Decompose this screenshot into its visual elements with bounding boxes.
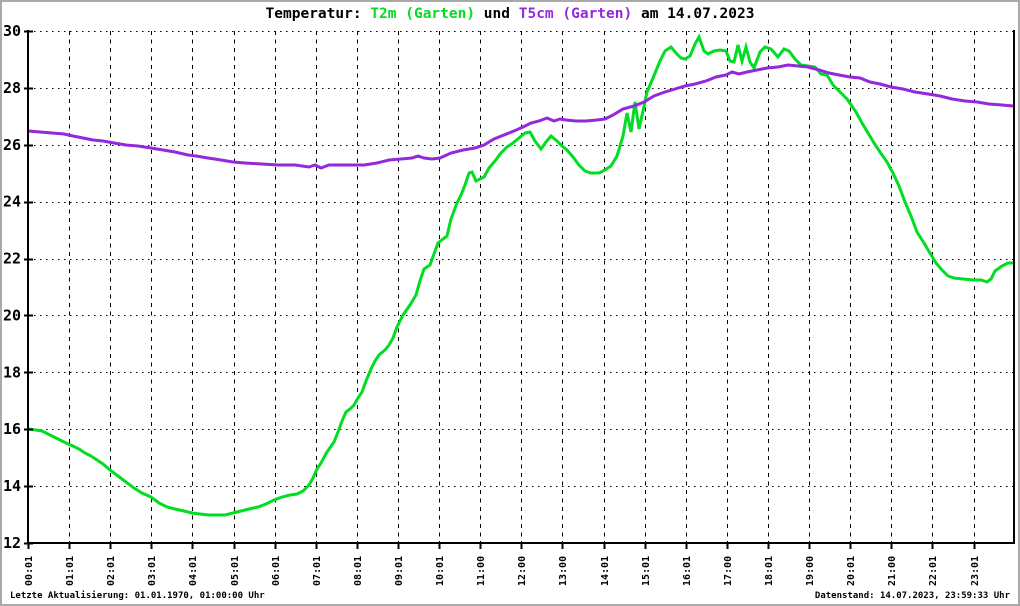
x-tick-label: 05:01 bbox=[230, 556, 241, 586]
y-tick-label: 22 bbox=[3, 250, 21, 268]
x-tick-label: 18:01 bbox=[764, 556, 775, 586]
chart-title: Temperatur: T2m (Garten) und T5cm (Garte… bbox=[2, 6, 1018, 22]
x-tick-label: 19:00 bbox=[805, 556, 816, 586]
x-tick-label: 10:01 bbox=[435, 556, 446, 586]
y-tick-label: 24 bbox=[3, 193, 21, 211]
title-series-t2m: T2m (Garten) bbox=[370, 6, 476, 22]
x-tick-label: 03:01 bbox=[147, 556, 158, 586]
x-tick-label: 01:01 bbox=[65, 556, 76, 586]
x-tick-label: 11:00 bbox=[476, 556, 487, 586]
title-series-t5cm: T5cm (Garten) bbox=[518, 6, 633, 22]
x-tick-label: 22:01 bbox=[928, 556, 939, 586]
x-tick-label: 17:00 bbox=[723, 556, 734, 586]
grid-lines bbox=[28, 31, 1014, 543]
series-line-t5cm bbox=[27, 63, 1014, 170]
tick-marks bbox=[24, 30, 976, 549]
x-tick-label: 07:01 bbox=[312, 556, 323, 586]
y-tick-label: 20 bbox=[3, 306, 21, 324]
x-tick-labels: 00:01 01:01 02:01 03:01 04:01 05:01 06:01 07:01… bbox=[24, 556, 981, 586]
x-tick-label: 14:01 bbox=[600, 556, 611, 586]
x-tick-label: 23:01 bbox=[970, 556, 981, 586]
x-tick-label: 12:00 bbox=[517, 556, 528, 586]
last-update-text: Letzte Aktualisierung: 01.01.1970, 01:00… bbox=[10, 591, 265, 601]
x-tick-label: 21:00 bbox=[887, 556, 898, 586]
y-tick-label: 12 bbox=[3, 534, 21, 552]
x-tick-label: 08:01 bbox=[353, 556, 364, 586]
x-tick-label: 09:01 bbox=[394, 556, 405, 586]
y-tick-label: 14 bbox=[3, 477, 21, 495]
y-tick-label: 26 bbox=[3, 136, 21, 154]
y-tick-labels: 12 14 16 18 20 22 24 26 28 30 bbox=[3, 22, 21, 552]
data-timestamp-text: Datenstand: 14.07.2023, 23:59:33 Uhr bbox=[814, 591, 1010, 601]
x-tick-label: 04:01 bbox=[188, 556, 199, 586]
y-tick-label: 18 bbox=[3, 363, 21, 381]
x-tick-label: 20:01 bbox=[846, 556, 857, 586]
x-tick-label: 06:01 bbox=[271, 556, 282, 586]
x-tick-label: 16:01 bbox=[682, 556, 693, 586]
y-tick-label: 28 bbox=[3, 79, 21, 97]
y-tick-label: 16 bbox=[3, 420, 21, 438]
x-tick-label: 13:00 bbox=[558, 556, 569, 586]
x-tick-label: 00:01 bbox=[24, 556, 35, 586]
title-prefix: Temperatur: bbox=[265, 6, 371, 22]
title-mid: und bbox=[475, 6, 519, 22]
x-tick-label: 02:01 bbox=[106, 556, 117, 586]
x-tick-label: 15:01 bbox=[641, 556, 652, 586]
title-suffix: am 14.07.2023 bbox=[632, 6, 755, 22]
y-tick-label: 30 bbox=[3, 22, 21, 40]
series-line-t2m bbox=[27, 33, 1013, 517]
